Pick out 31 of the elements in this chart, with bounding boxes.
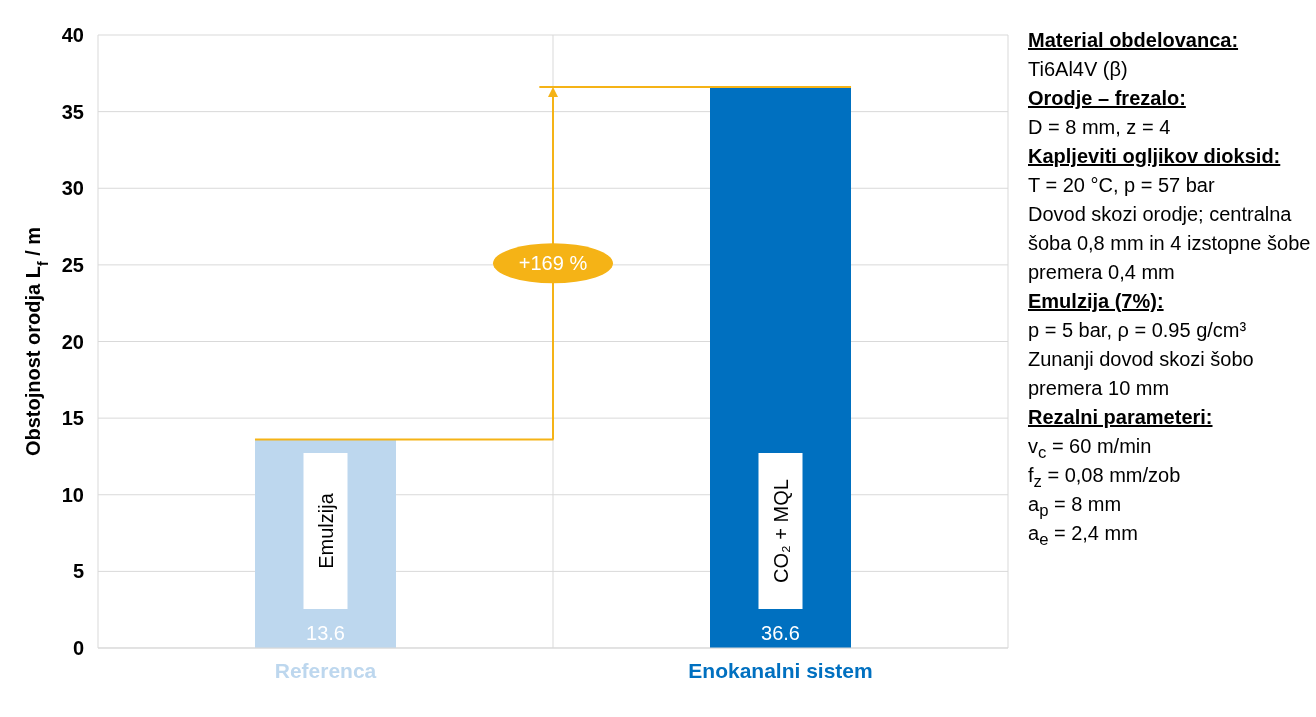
y-tick-label: 35 [61,100,84,123]
annotation: +169 % [518,252,588,275]
data-label: 36.6 [761,622,800,644]
annotation: Emulzija [314,492,337,569]
y-tick-label: 20 [61,330,84,353]
annotation: CO₂ + MQL [769,479,792,583]
y-tick-label: 10 [61,483,84,506]
x-tick-label: Enokanalni sistem [688,659,873,682]
y-tick-label: 30 [61,177,84,200]
text: f$_{z}$ = 0,08 mm/zob [1028,463,1182,491]
y-tick-label: 0 [72,637,84,659]
text: Ti6Al4V (β) [1028,57,1129,82]
text: p = 5 bar, ρ = 0.95 g/cm³ [1028,318,1248,343]
y-tick-label: 15 [61,407,84,430]
data-label: 13.6 [306,622,345,644]
text: Orodje – frezalo: [1028,86,1187,111]
x-tick-label: Referenca [274,659,377,682]
text: Emulzija (7%): [1028,289,1165,314]
text: Rezalni parameteri: [1028,405,1214,430]
y-tick-label: 25 [61,253,84,276]
text: a$_{p}$ = 8 mm [1028,492,1123,520]
text: Kapljeviti ogljikov dioksid: [1028,144,1282,169]
text: a$_{e}$ = 2,4 mm [1028,521,1139,549]
text: Material obdelovanca: [1028,28,1240,53]
y-tick-label: 5 [72,560,84,583]
text: Dovod skozi orodje; centralna šoba 0,8 mm in 4 izstopne šobe premera 0,4 mm [1028,202,1312,285]
text: D = 8 mm, z = 4 [1028,115,1172,140]
text: Zunanji dovod skozi šobo premera 10 mm [1028,347,1255,401]
text: v$_{c}$ = 60 m/min [1028,434,1153,462]
y-tick-label: 40 [61,24,84,46]
text: T = 20 °C, p = 57 bar [1028,173,1216,198]
